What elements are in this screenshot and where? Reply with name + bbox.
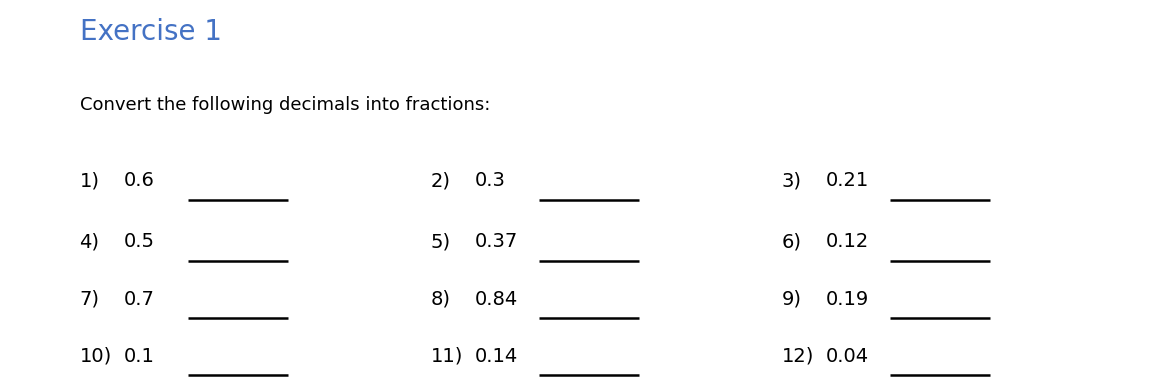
Text: 9): 9) <box>782 290 801 309</box>
Text: Convert the following decimals into fractions:: Convert the following decimals into frac… <box>80 96 490 114</box>
Text: Exercise 1: Exercise 1 <box>80 18 221 46</box>
Text: 11): 11) <box>431 347 463 366</box>
Text: 7): 7) <box>80 290 99 309</box>
Text: 0.6: 0.6 <box>124 171 154 190</box>
Text: 0.5: 0.5 <box>124 232 154 251</box>
Text: 0.21: 0.21 <box>826 171 869 190</box>
Text: 12): 12) <box>782 347 814 366</box>
Text: 0.84: 0.84 <box>475 290 518 309</box>
Text: 0.3: 0.3 <box>475 171 505 190</box>
Text: 0.37: 0.37 <box>475 232 518 251</box>
Text: 1): 1) <box>80 171 99 190</box>
Text: 2): 2) <box>431 171 450 190</box>
Text: 0.12: 0.12 <box>826 232 869 251</box>
Text: 0.1: 0.1 <box>124 347 154 366</box>
Text: 10): 10) <box>80 347 112 366</box>
Text: 3): 3) <box>782 171 801 190</box>
Text: 8): 8) <box>431 290 450 309</box>
Text: 5): 5) <box>431 232 450 251</box>
Text: 0.04: 0.04 <box>826 347 869 366</box>
Text: 0.19: 0.19 <box>826 290 869 309</box>
Text: 6): 6) <box>782 232 801 251</box>
Text: 0.14: 0.14 <box>475 347 518 366</box>
Text: 0.7: 0.7 <box>124 290 154 309</box>
Text: 4): 4) <box>80 232 99 251</box>
